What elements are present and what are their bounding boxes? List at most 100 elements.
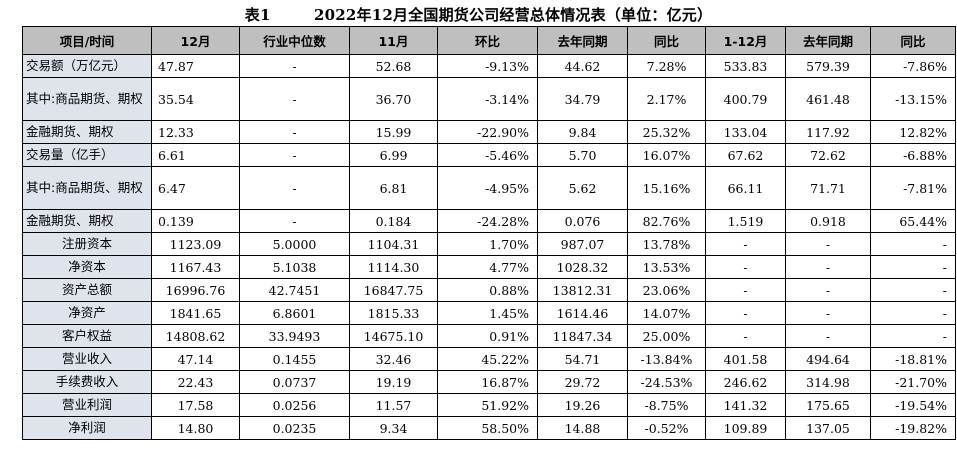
table-row: 金融期货、期权 12.33-15.99 -22.90% 9.84 25.32% 133.0… [22, 120, 956, 144]
table-cell: -24.53% [627, 370, 706, 394]
table-row: 手续费收入 22.43 0.0737 19.19 16.87% 29.72 -24.53% 2… [22, 370, 956, 394]
row-label: 其中:商品期货、期权 [22, 77, 152, 121]
table-cell: - [870, 232, 956, 256]
table-cell: - [239, 166, 350, 210]
header-median: 行业中位数 [239, 26, 350, 55]
table-cell: 0.1455 [239, 347, 350, 371]
table-cell: 175.65 [785, 393, 871, 417]
table-cell: -9.13% [437, 54, 538, 78]
table-cell: 5.62 [537, 166, 628, 210]
header-ytd: 1-12月 [705, 26, 786, 55]
row-label: 手续费收入 [22, 370, 152, 394]
table-cell: 47.87 [151, 54, 240, 78]
table-cell: 71.71 [785, 166, 871, 210]
header-nov: 11月 [349, 26, 438, 55]
row-label: 资产总额 [22, 278, 152, 302]
table-cell: - [870, 255, 956, 279]
table-cell: 19.26 [537, 393, 628, 417]
table-cell: 13.78% [627, 232, 706, 256]
header-yoy: 同比 [627, 26, 706, 55]
table-cell: 66.11 [705, 166, 786, 210]
table-cell: - [785, 278, 871, 302]
table-cell: 42.7451 [239, 278, 350, 302]
row-label: 净利润 [22, 416, 152, 440]
row-label: 金融期货、期权 [22, 209, 152, 233]
table-cell: 0.139 [151, 209, 240, 233]
table-cell: 34.79 [537, 77, 628, 121]
table-cell: 33.9493 [239, 324, 350, 348]
table-cell: - [785, 255, 871, 279]
table-cell: 401.58 [705, 347, 786, 371]
table-cell: 1614.46 [537, 301, 628, 325]
table-cell: - [870, 301, 956, 325]
table-cell: -19.54% [870, 393, 956, 417]
table-cell: 1114.30 [349, 255, 438, 279]
table-cell: - [239, 143, 350, 167]
table-cell: 82.76% [627, 209, 706, 233]
table-cell: 14.88 [537, 416, 628, 440]
row-label: 注册资本 [22, 232, 152, 256]
table-cell: 36.70 [349, 77, 438, 121]
table-cell: 0.918 [785, 209, 871, 233]
table-row: 客户权益 14808.62 33.9493 14675.10 0.91% 11847.34… [22, 324, 956, 348]
table-cell: - [785, 301, 871, 325]
table-cell: - [705, 255, 786, 279]
table-cell: 52.68 [349, 54, 438, 78]
table-cell: -21.70% [870, 370, 956, 394]
table-cell: -22.90% [437, 120, 538, 144]
table-cell: 17.58 [151, 393, 240, 417]
table-row: 营业收入 47.14 0.1455 32.46 45.22% 54.71 -13.84% 40… [22, 347, 956, 371]
row-label: 金融期货、期权 [22, 120, 152, 144]
table-cell: -13.84% [627, 347, 706, 371]
header-ytd-yoy: 同比 [870, 26, 956, 55]
row-label: 营业收入 [22, 347, 152, 371]
table-cell: - [785, 232, 871, 256]
table-cell: 54.71 [537, 347, 628, 371]
table-cell: - [705, 278, 786, 302]
table-cell: 16847.75 [349, 278, 438, 302]
table-row: 交易额（万亿元） 47.87-52.68 -9.13% 44.62 7.28% 533.8… [22, 54, 956, 78]
table-cell: 987.07 [537, 232, 628, 256]
table-cell: - [870, 278, 956, 302]
table-cell: - [239, 77, 350, 121]
table-cell: 16996.76 [151, 278, 240, 302]
table-cell: 13.53% [627, 255, 706, 279]
table-cell: 11847.34 [537, 324, 628, 348]
row-label: 交易量（亿手） [22, 143, 152, 167]
table-cell: 5.70 [537, 143, 628, 167]
table-row: 金融期货、期权 0.139-0.184 -24.28% 0.076 82.76% 1.51… [22, 209, 956, 233]
table-cell: 2.17% [627, 77, 706, 121]
table-cell: 16.87% [437, 370, 538, 394]
table-cell: 1167.43 [151, 255, 240, 279]
table-cell: 12.33 [151, 120, 240, 144]
table-cell: -18.81% [870, 347, 956, 371]
table-cell: 1.70% [437, 232, 538, 256]
table-cell: 6.8601 [239, 301, 350, 325]
table-cell: 141.32 [705, 393, 786, 417]
table-cell: - [870, 324, 956, 348]
table-cell: 0.184 [349, 209, 438, 233]
table-cell: 6.47 [151, 166, 240, 210]
table-cell: - [239, 120, 350, 144]
table-cell: -6.88% [870, 143, 956, 167]
table-cell: 16.07% [627, 143, 706, 167]
table-cell: -19.82% [870, 416, 956, 440]
table-cell: 1.45% [437, 301, 538, 325]
table-cell: 0.0235 [239, 416, 350, 440]
row-label: 营业利润 [22, 393, 152, 417]
table-cell: -3.14% [437, 77, 538, 121]
table-cell: 1123.09 [151, 232, 240, 256]
table-cell: 9.34 [349, 416, 438, 440]
row-label: 净资本 [22, 255, 152, 279]
table-cell: 1.519 [705, 209, 786, 233]
table-cell: 533.83 [705, 54, 786, 78]
table-row: 交易量（亿手） 6.61-6.99 -5.46% 5.70 16.07% 67.62 72.… [22, 143, 956, 167]
table-cell: 51.92% [437, 393, 538, 417]
header-ytd-last-year: 去年同期 [785, 26, 871, 55]
table-row: 净利润 14.80 0.0235 9.34 58.50% 14.88 -0.52% 109.8… [22, 416, 956, 440]
table-cell: - [785, 324, 871, 348]
table-cell: 29.72 [537, 370, 628, 394]
header-mom: 环比 [437, 26, 538, 55]
table-cell: 72.62 [785, 143, 871, 167]
header-row: 项目/时间 12月 行业中位数 11月 环比 去年同期 同比 1-12月 去年同… [22, 26, 956, 55]
